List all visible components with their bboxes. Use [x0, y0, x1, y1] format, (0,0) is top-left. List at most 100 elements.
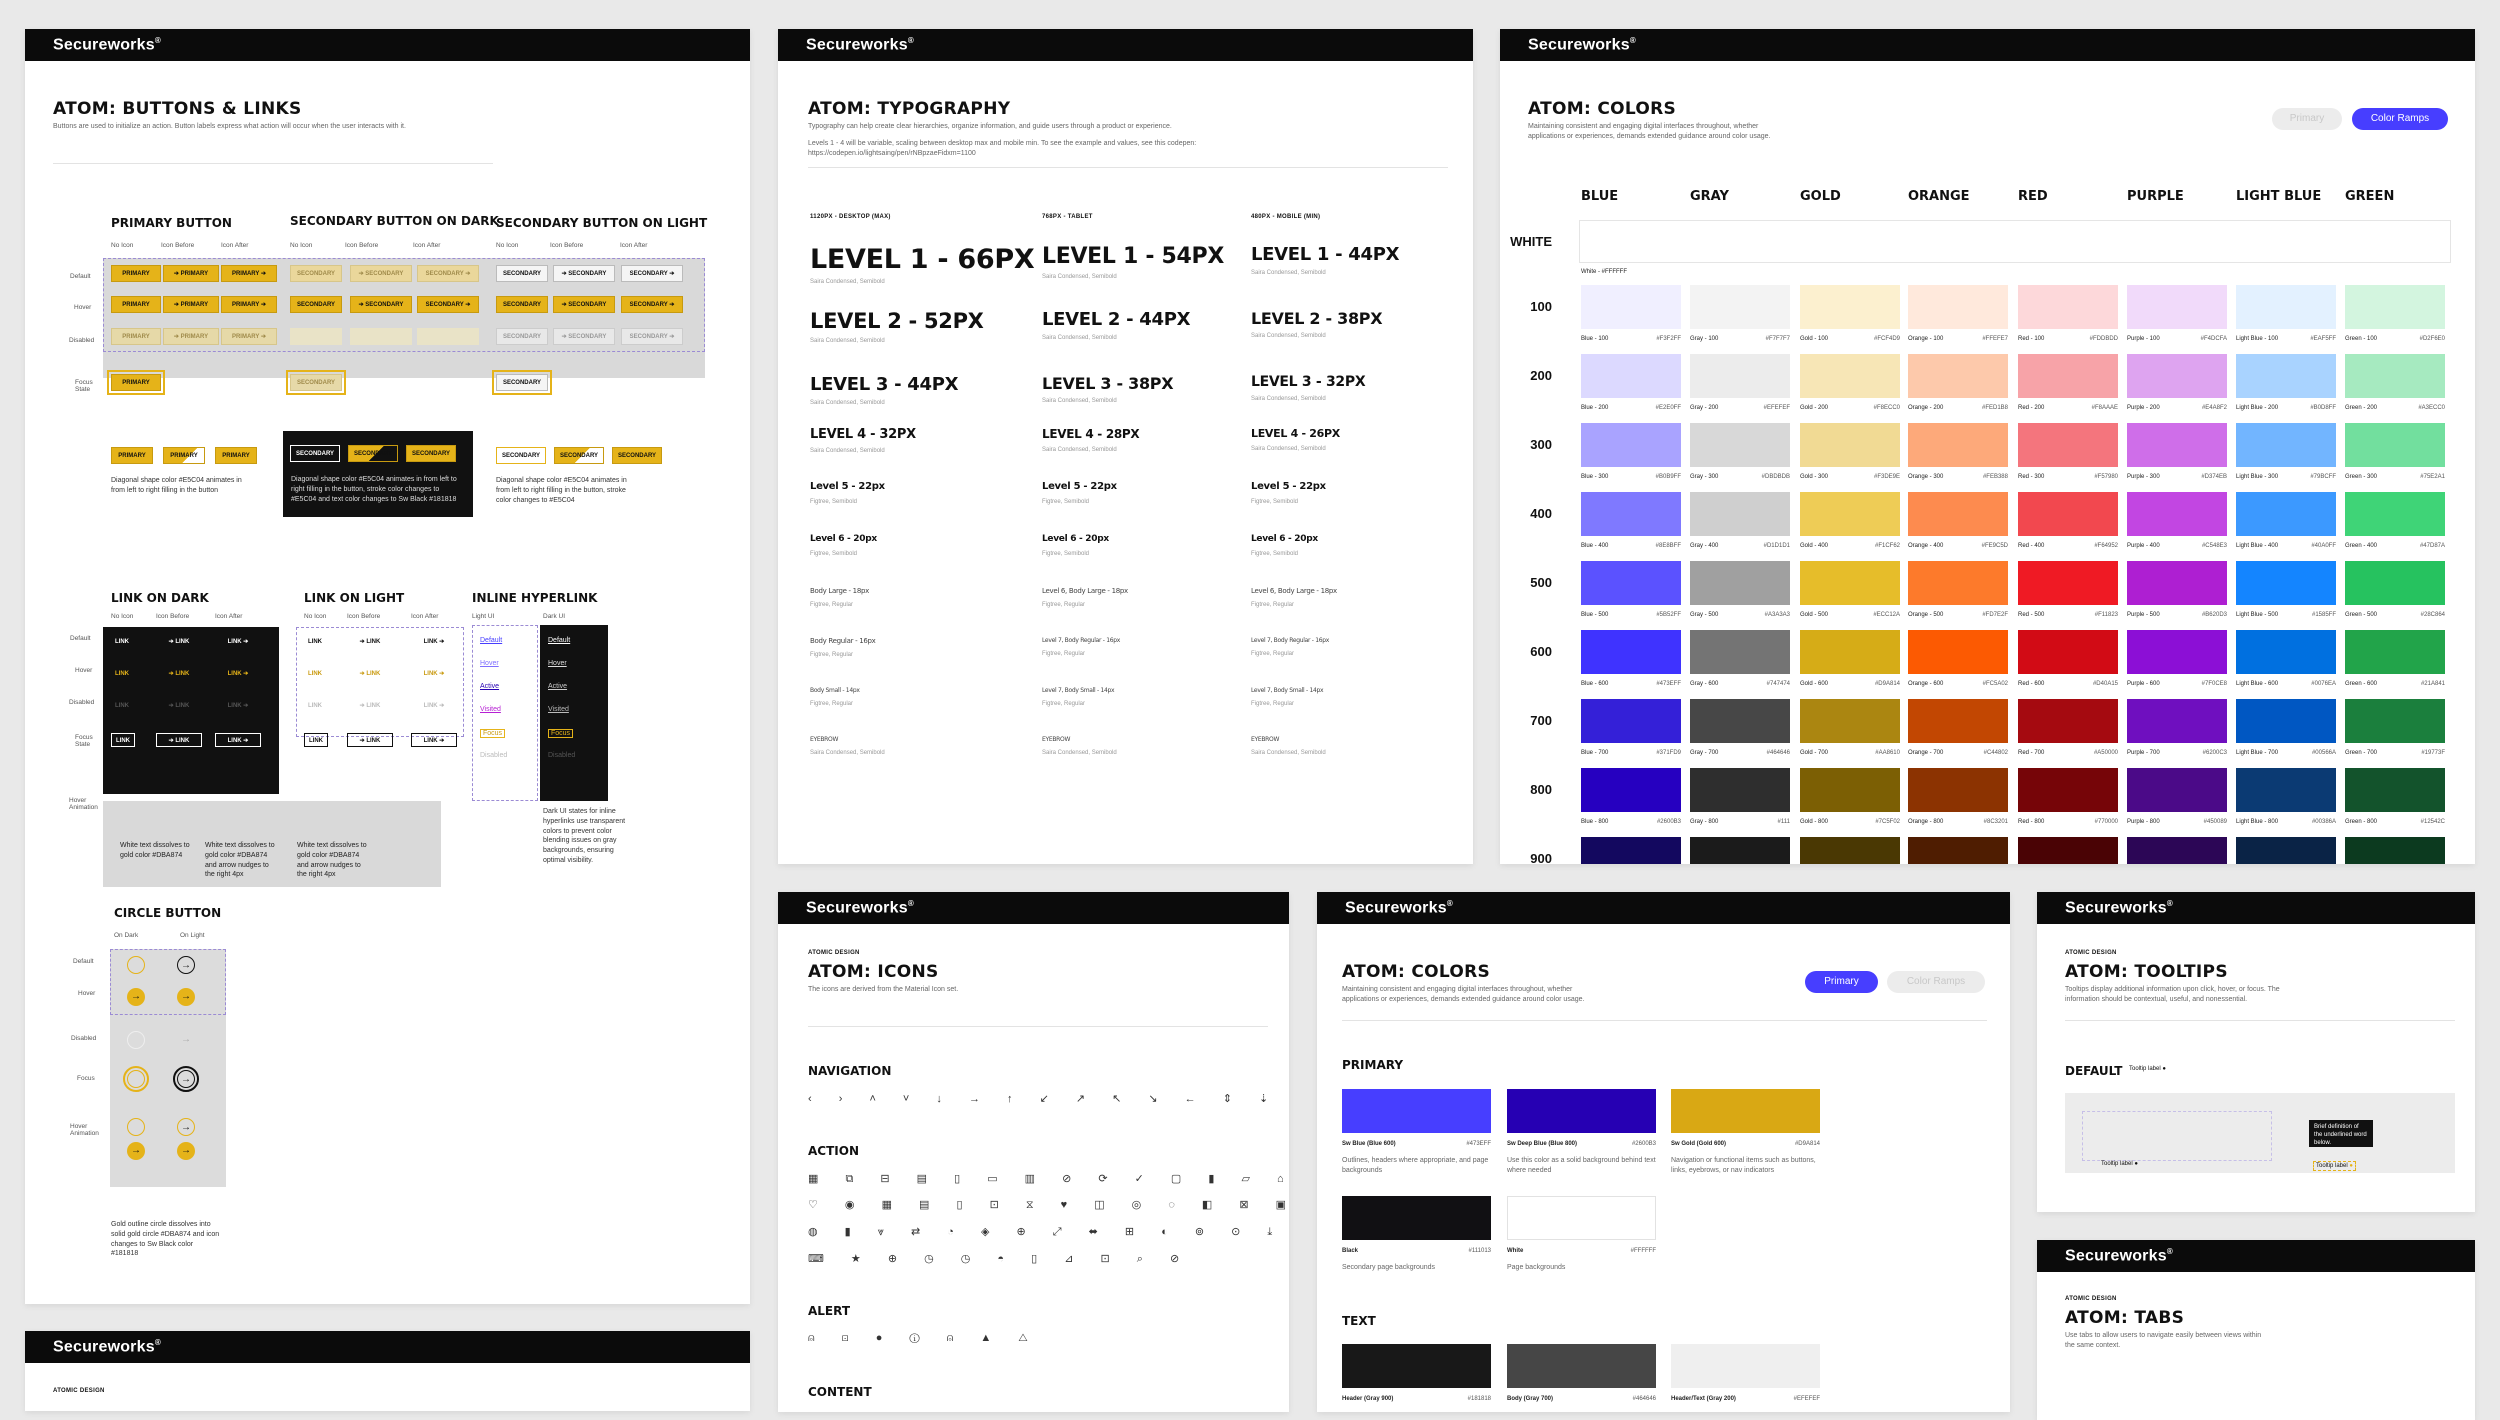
- color-swatch: [2345, 423, 2445, 467]
- tooltip-label-example[interactable]: Tooltip label ●: [2129, 1066, 2166, 1072]
- inline-link-visited[interactable]: Visited: [480, 706, 501, 713]
- secondary-dark-anim-button[interactable]: SECONDARY: [290, 445, 340, 462]
- circle-button-light[interactable]: →: [177, 956, 195, 974]
- circle-button-light-focus[interactable]: →: [173, 1066, 199, 1092]
- swatch-hex: #E2E0FF: [1655, 405, 1681, 411]
- state-label: Default: [73, 958, 94, 965]
- info-icon[interactable]: ●: [2162, 1066, 2166, 1072]
- text-color-swatch: [1507, 1344, 1656, 1388]
- link-light[interactable]: LINK: [308, 639, 322, 645]
- secondary-light-anim-button[interactable]: SECONDARY: [496, 447, 546, 464]
- color-ramps-panel: Secureworks® ATOM: COLORS Maintaining co…: [1500, 29, 2475, 864]
- link-light-icon-before[interactable]: ➔ LINK: [359, 639, 381, 645]
- secondary-dark-button-icon-after[interactable]: SECONDARY ➔: [417, 265, 479, 282]
- secondary-dark-button-focus[interactable]: SECONDARY: [286, 370, 346, 395]
- circle-button-light-anim-filled[interactable]: →: [177, 1142, 195, 1160]
- secondary-dark-button-hover-icon-before[interactable]: ➔ SECONDARY: [350, 296, 412, 313]
- secondary-light-anim-button[interactable]: SECONDARY: [554, 447, 604, 464]
- tooltip-trigger-active[interactable]: Tooltip label ●: [2313, 1161, 2356, 1171]
- link-dark-focus-icon-after[interactable]: LINK ➔: [215, 733, 261, 747]
- primary-button-icon-after[interactable]: PRIMARY ➔: [221, 265, 277, 282]
- info-icon[interactable]: ●: [2349, 1163, 2353, 1169]
- secondary-light-button-icon-after[interactable]: SECONDARY ➔: [621, 265, 683, 282]
- link-light-icon-after[interactable]: LINK ➔: [423, 639, 445, 645]
- inline-link-hover[interactable]: Hover: [480, 660, 499, 667]
- info-icon[interactable]: ●: [2134, 1161, 2138, 1167]
- inline-link-active[interactable]: Active: [480, 683, 500, 690]
- circle-button-dark-anim[interactable]: [127, 1118, 145, 1136]
- primary-button-hover-icon-before[interactable]: ➔ PRIMARY: [163, 296, 219, 313]
- primary-button[interactable]: PRIMARY: [111, 265, 161, 282]
- primary-toggle[interactable]: Primary: [1805, 971, 1878, 993]
- link-dark-icon-before[interactable]: ➔ LINK: [168, 639, 190, 645]
- link-light-focus-icon-before[interactable]: ➔ LINK: [347, 733, 393, 747]
- tooltip-trigger[interactable]: Tooltip label ●: [2101, 1161, 2138, 1167]
- secondary-light-button-hover-icon-after[interactable]: SECONDARY ➔: [621, 296, 683, 313]
- link-animation-board: [103, 801, 441, 887]
- inline-link-dark-visited[interactable]: Visited: [548, 706, 569, 713]
- primary-anim-button[interactable]: PRIMARY: [163, 447, 205, 464]
- codepen-link[interactable]: https://codepen.io/lightsaing/pen/rNBpza…: [808, 150, 976, 157]
- circle-button-dark-anim-filled[interactable]: →: [127, 1142, 145, 1160]
- link-dark-hover-icon-after[interactable]: LINK ➔: [227, 671, 249, 677]
- family-heading: GOLD: [1800, 189, 1841, 204]
- primary-button-icon-before[interactable]: ➔ PRIMARY: [163, 265, 219, 282]
- default-heading: DEFAULT: [2065, 1064, 2123, 1078]
- secondary-light-heading: SECONDARY BUTTON ON LIGHT: [496, 216, 708, 230]
- secondary-dark-button-hover-icon-after[interactable]: SECONDARY ➔: [417, 296, 479, 313]
- link-dark-hover[interactable]: LINK: [115, 671, 129, 677]
- secondary-light-button-hover[interactable]: SECONDARY: [496, 296, 548, 313]
- swatch-hex: #FEB388: [1982, 474, 2008, 480]
- circle-button-dark[interactable]: [127, 956, 145, 974]
- primary-toggle[interactable]: Primary: [2272, 108, 2342, 130]
- secondary-dark-anim-button[interactable]: SECONDARY: [348, 445, 398, 462]
- inline-link-dark-active[interactable]: Active: [548, 683, 568, 690]
- link-dark-focus[interactable]: LINK: [111, 733, 135, 747]
- secondary-dark-button-icon-before[interactable]: ➔ SECONDARY: [350, 265, 412, 282]
- circle-button-dark-hover[interactable]: →: [127, 988, 145, 1006]
- inline-link-default[interactable]: Default: [480, 637, 503, 644]
- color-swatch: [1581, 630, 1681, 674]
- swatch-hex: #40A0FF: [2311, 543, 2336, 549]
- white-swatch: [1579, 220, 2451, 263]
- primary-anim-button[interactable]: PRIMARY: [215, 447, 257, 464]
- secondary-dark-anim-button[interactable]: SECONDARY: [406, 445, 456, 462]
- circle-button-light-anim[interactable]: →: [177, 1118, 195, 1136]
- circle-button-dark-focus[interactable]: [123, 1066, 149, 1092]
- navigation-heading: NAVIGATION: [808, 1064, 892, 1078]
- link-dark-focus-icon-before[interactable]: ➔ LINK: [156, 733, 202, 747]
- link-light-hover-icon-before[interactable]: ➔ LINK: [359, 671, 381, 677]
- secondary-dark-button[interactable]: SECONDARY: [290, 265, 342, 282]
- color-ramps-toggle[interactable]: Color Ramps: [1887, 971, 1985, 993]
- inline-link-dark-focus[interactable]: Focus: [548, 729, 574, 738]
- circle-button-light-hover[interactable]: →: [177, 988, 195, 1006]
- secondary-dark-button-hover[interactable]: SECONDARY: [290, 296, 342, 313]
- secondary-light-button[interactable]: SECONDARY: [496, 265, 548, 282]
- link-dark[interactable]: LINK: [115, 639, 129, 645]
- row-label: 200: [1530, 368, 1552, 383]
- inline-link-dark-hover[interactable]: Hover: [548, 660, 567, 667]
- swatch-name: Gray - 300: [1690, 474, 1719, 480]
- primary-button-hover[interactable]: PRIMARY: [111, 296, 161, 313]
- inline-link-focus[interactable]: Focus: [480, 729, 506, 738]
- secondary-light-anim-button[interactable]: SECONDARY: [612, 447, 662, 464]
- type-sample: LEVEL 1 - 54PX: [1042, 244, 1225, 269]
- type-sample: LEVEL 4 - 26PX: [1251, 427, 1340, 440]
- link-dark-icon-after[interactable]: LINK ➔: [227, 639, 249, 645]
- secondary-light-button-hover-icon-before[interactable]: ➔ SECONDARY: [553, 296, 615, 313]
- inline-link-dark-default[interactable]: Default: [548, 637, 571, 644]
- secondary-light-button-icon-before[interactable]: ➔ SECONDARY: [553, 265, 615, 282]
- type-sample-font: Saira Condensed, Semibold: [1251, 750, 1326, 756]
- secondary-light-button-focus[interactable]: SECONDARY: [492, 370, 552, 395]
- link-dark-hover-icon-before[interactable]: ➔ LINK: [168, 671, 190, 677]
- swatch-hex: #5B52FF: [1656, 612, 1681, 618]
- link-light-hover[interactable]: LINK: [308, 671, 322, 677]
- swatch-name: Gold - 300: [1800, 474, 1829, 480]
- link-light-focus[interactable]: LINK: [304, 733, 328, 747]
- link-light-focus-icon-after[interactable]: LINK ➔: [411, 733, 457, 747]
- color-ramps-toggle[interactable]: Color Ramps: [2352, 108, 2448, 130]
- primary-button-hover-icon-after[interactable]: PRIMARY ➔: [221, 296, 277, 313]
- link-light-hover-icon-after[interactable]: LINK ➔: [423, 671, 445, 677]
- primary-anim-button[interactable]: PRIMARY: [111, 447, 153, 464]
- primary-button-focus[interactable]: PRIMARY: [107, 370, 165, 395]
